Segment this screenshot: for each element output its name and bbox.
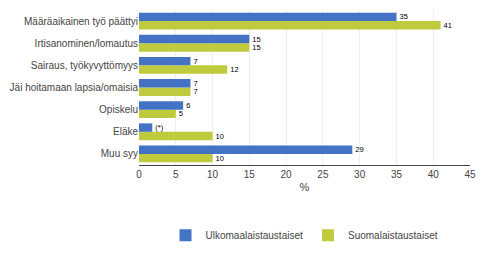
svg-text:12: 12 <box>230 65 238 74</box>
svg-text:Opiskelu: Opiskelu <box>99 104 138 115</box>
svg-text:0: 0 <box>136 169 142 180</box>
svg-text:40: 40 <box>428 169 440 180</box>
svg-text:15: 15 <box>252 35 260 44</box>
svg-text:6: 6 <box>186 101 190 110</box>
svg-text:25: 25 <box>317 169 329 180</box>
svg-text:7: 7 <box>193 87 197 96</box>
svg-text:Irtisanominen/lomautus: Irtisanominen/lomautus <box>35 38 138 49</box>
svg-text:7: 7 <box>193 79 197 88</box>
svg-text:15: 15 <box>244 169 256 180</box>
svg-text:20: 20 <box>281 169 293 180</box>
svg-text:Sairaus, työkyvyttömyys: Sairaus, työkyvyttömyys <box>31 60 138 71</box>
svg-text:Määräaikainen työ päättyi: Määräaikainen työ päättyi <box>24 16 138 27</box>
svg-text:Jäi hoitamaan lapsia/omaisia: Jäi hoitamaan lapsia/omaisia <box>10 82 139 93</box>
svg-text:35: 35 <box>399 12 407 21</box>
svg-text:Suomalaistaustaiset: Suomalaistaustaiset <box>348 230 438 241</box>
svg-text:10: 10 <box>207 169 219 180</box>
svg-text:Muu syy: Muu syy <box>101 148 138 159</box>
svg-text:(*): (*) <box>155 123 163 132</box>
svg-text:10: 10 <box>216 154 224 163</box>
svg-text:15: 15 <box>252 43 260 52</box>
svg-text:%: % <box>300 181 310 193</box>
svg-text:5: 5 <box>179 109 183 118</box>
svg-text:41: 41 <box>444 21 452 30</box>
svg-text:10: 10 <box>216 132 224 141</box>
svg-text:5: 5 <box>173 169 179 180</box>
svg-text:29: 29 <box>355 145 363 154</box>
svg-text:Ulkomaalaistaustaiset: Ulkomaalaistaustaiset <box>206 230 303 241</box>
svg-text:45: 45 <box>464 169 476 180</box>
svg-text:Eläke: Eläke <box>113 126 138 137</box>
svg-text:35: 35 <box>391 169 403 180</box>
svg-text:7: 7 <box>193 57 197 66</box>
svg-text:30: 30 <box>354 169 366 180</box>
